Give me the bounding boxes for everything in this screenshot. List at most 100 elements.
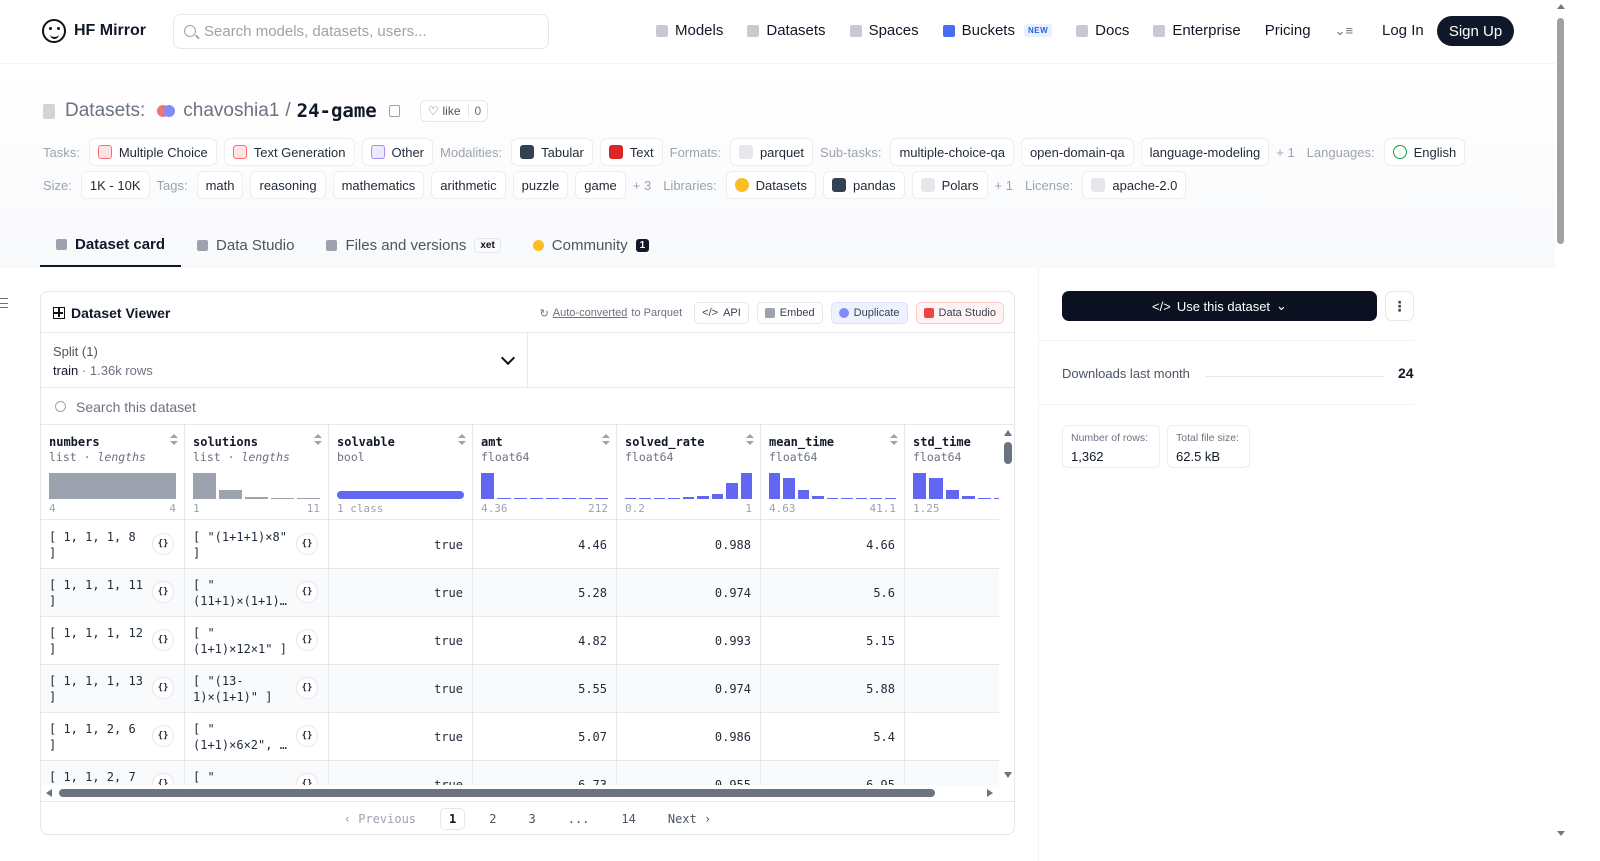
cell-solved-rate[interactable]: 0.986 [617, 713, 761, 761]
split-selector[interactable]: Split (1) train · 1.36k rows [41, 333, 528, 388]
column-histogram[interactable] [49, 467, 176, 499]
table-row[interactable]: [ 1, 1, 2, 7 {} [ " {} true 6.73 0.955 6.95 [41, 761, 999, 785]
nav-docs[interactable]: Docs [1076, 22, 1129, 39]
cell-solutions[interactable]: [ "(13- 1)×(1+1)" ] {} [185, 665, 329, 713]
cell-solutions[interactable]: [ "(1+1+1)×8" ] {} [185, 521, 329, 569]
scroll-down-icon[interactable] [1557, 831, 1565, 836]
histogram-bar[interactable] [546, 498, 560, 499]
table-row[interactable]: [ 1, 1, 1, 13 ] {} [ "(13- 1)×(1+1)" ] {} tr… [41, 665, 999, 713]
tag-reasoning[interactable]: reasoning [250, 171, 326, 199]
tag-pandas[interactable]: pandas [822, 171, 905, 199]
scroll-thumb[interactable] [1004, 442, 1012, 464]
tag-other[interactable]: Other [361, 138, 434, 166]
like-button[interactable]: ♡ like 0 [419, 100, 489, 122]
cell-solved-rate[interactable]: 0.974 [617, 665, 761, 713]
use-this-dataset-button[interactable]: </> Use this dataset ⌄ [1062, 291, 1377, 321]
histogram-bar[interactable] [513, 498, 527, 499]
cell-amt[interactable]: 6.73 [473, 761, 617, 785]
cell-numbers[interactable]: [ 1, 1, 2, 6 ] {} [41, 713, 185, 761]
nav-spaces[interactable]: Spaces [849, 22, 919, 39]
copy-icon[interactable] [388, 105, 400, 117]
column-header-mean-time[interactable]: mean_time float64 4.63 41.1 [761, 425, 905, 520]
cell-numbers[interactable]: [ 1, 1, 1, 12 ] {} [41, 617, 185, 665]
cell-solvable[interactable]: true [329, 665, 473, 713]
histogram-bar[interactable] [841, 497, 853, 499]
sort-icon[interactable] [458, 434, 466, 446]
cell-std-time[interactable] [905, 761, 999, 785]
histogram-bar[interactable] [668, 497, 680, 499]
histogram-bar[interactable] [297, 498, 320, 499]
data-studio-button[interactable]: Data Studio [915, 302, 1004, 324]
histogram-bar[interactable] [193, 473, 216, 499]
histogram-bar[interactable] [797, 489, 810, 499]
expand-json-icon[interactable]: {} [152, 725, 174, 747]
histogram-bar[interactable] [961, 495, 975, 499]
cell-solved-rate[interactable]: 0.974 [617, 569, 761, 617]
tag-multiple-choice-qa[interactable]: multiple-choice-qa [890, 138, 1014, 166]
column-histogram[interactable] [913, 467, 999, 499]
scroll-right-icon[interactable] [987, 789, 993, 797]
nav-datasets[interactable]: Datasets [747, 22, 826, 39]
expand-json-icon[interactable]: {} [296, 725, 318, 747]
histogram-bar[interactable] [711, 493, 724, 499]
cell-amt[interactable]: 5.28 [473, 569, 617, 617]
cell-amt[interactable]: 4.46 [473, 521, 617, 569]
expand-json-icon[interactable]: {} [152, 629, 174, 651]
page-2-button[interactable]: 2 [489, 812, 497, 826]
histogram-bar[interactable] [913, 473, 927, 499]
tag-game[interactable]: game [575, 171, 626, 199]
cell-std-time[interactable] [905, 569, 999, 617]
embed-button[interactable]: Embed [756, 302, 823, 324]
histogram-bar[interactable] [219, 489, 242, 499]
expand-json-icon[interactable]: {} [152, 677, 174, 699]
table-vertical-scrollbar[interactable] [1000, 425, 1014, 785]
sort-icon[interactable] [170, 434, 178, 446]
scroll-down-icon[interactable] [1004, 772, 1012, 778]
tag-parquet[interactable]: parquet [729, 138, 814, 166]
tag-math[interactable]: math [196, 171, 244, 199]
expand-json-icon[interactable]: {} [296, 677, 318, 699]
cell-std-time[interactable] [905, 713, 999, 761]
sort-icon[interactable] [890, 434, 898, 446]
cell-solutions[interactable]: [ " (11+1)×(1+1)… {} [185, 569, 329, 617]
column-header-numbers[interactable]: numbers list · lengths 4 4 [41, 425, 185, 520]
scroll-up-icon[interactable] [1004, 430, 1012, 436]
histogram-bar[interactable] [945, 489, 959, 499]
histogram-bar[interactable] [497, 497, 511, 499]
tag-open-domain-qa[interactable]: open-domain-qa [1020, 138, 1134, 166]
cell-solvable[interactable]: true [329, 761, 473, 785]
tag-tabular[interactable]: Tabular [511, 138, 593, 166]
cell-std-time[interactable] [905, 665, 999, 713]
column-histogram[interactable] [769, 467, 896, 499]
histogram-bar[interactable] [682, 497, 695, 499]
login-link[interactable]: Log In [1382, 22, 1424, 39]
histogram-bar[interactable] [855, 498, 868, 499]
cell-numbers[interactable]: [ 1, 1, 1, 11 ] {} [41, 569, 185, 617]
histogram-bar[interactable] [812, 495, 824, 499]
cell-solutions[interactable]: [ " (1+1)×12×1" ] {} [185, 617, 329, 665]
cell-solutions[interactable]: [ " (1+1)×6×2", … {} [185, 713, 329, 761]
global-search-input[interactable]: Search models, datasets, users... [173, 14, 549, 49]
tag-datasets-lib[interactable]: Datasets [725, 171, 816, 199]
scroll-thumb[interactable] [1557, 18, 1564, 244]
duplicate-button[interactable]: Duplicate [830, 302, 908, 324]
cell-numbers[interactable]: [ 1, 1, 1, 8 ] {} [41, 521, 185, 569]
column-header-std-time[interactable]: std_time float64 1.25 [905, 425, 999, 520]
subtasks-more[interactable]: + 1 [1276, 144, 1295, 160]
table-horizontal-scrollbar[interactable] [41, 785, 999, 801]
histogram-bar[interactable] [697, 496, 709, 499]
owner-name[interactable]: chavoshia1 [183, 100, 280, 121]
cell-solvable[interactable]: true [329, 617, 473, 665]
auto-converted-link[interactable]: Auto-converted [552, 307, 628, 319]
page-14-button[interactable]: 14 [621, 812, 636, 826]
next-page-button[interactable]: Next › [667, 812, 712, 826]
tag-english[interactable]: English [1383, 138, 1466, 166]
brand-logo[interactable]: HF Mirror [42, 19, 146, 43]
column-header-solutions[interactable]: solutions list · lengths 1 11 [185, 425, 329, 520]
histogram-bar[interactable] [740, 473, 752, 499]
more-menu-icon[interactable]: ⌄≡ [1334, 22, 1354, 38]
histogram-bar[interactable] [726, 483, 738, 499]
previous-page-button[interactable]: ‹ Previous [343, 812, 417, 826]
scroll-thumb[interactable] [59, 789, 935, 797]
expand-json-icon[interactable]: {} [152, 533, 174, 555]
